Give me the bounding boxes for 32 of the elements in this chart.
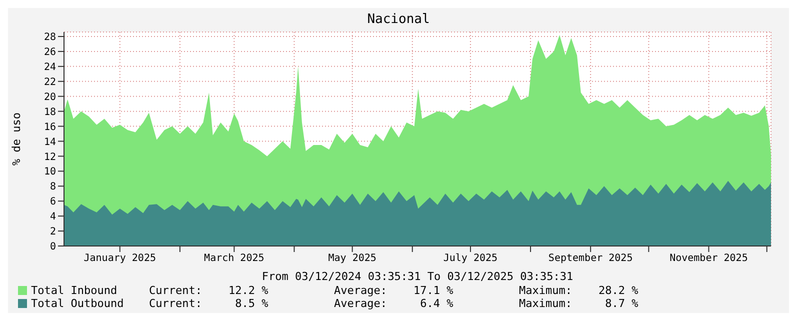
y-tick-label: 6 bbox=[50, 196, 56, 208]
y-tick-label: 20 bbox=[44, 92, 56, 103]
y-tick-label: 10 bbox=[44, 166, 56, 178]
y-tick-label: 24 bbox=[44, 62, 56, 73]
text: Current: 8.5 % bbox=[149, 297, 270, 310]
y-tick-label: 14 bbox=[44, 136, 56, 148]
y-tick-label: 0 bbox=[50, 242, 56, 253]
x-tick-label: September 2025 bbox=[548, 253, 633, 264]
text: Maximum: 8.7 % bbox=[519, 297, 640, 310]
x-tick-label: May 2025 bbox=[328, 253, 376, 264]
y-tick-label: 18 bbox=[44, 106, 56, 118]
legend-label: Total Outbound bbox=[31, 297, 125, 310]
text: Maximum: 28.2 % bbox=[519, 284, 640, 297]
x-tick-label: January 2025 bbox=[84, 253, 156, 264]
x-tick-label: July 2025 bbox=[443, 253, 498, 264]
chart-title: Nacional bbox=[366, 11, 431, 28]
y-tick-label: 4 bbox=[50, 212, 56, 223]
y-axis-title: % de uso bbox=[10, 112, 23, 166]
text: Average: 6.4 % bbox=[334, 297, 454, 310]
legend-label: Total Inbound bbox=[31, 284, 118, 297]
y-tick-label: 28 bbox=[44, 32, 56, 44]
y-tick-label: 16 bbox=[44, 122, 56, 133]
text: Average: 17.1 % bbox=[334, 284, 454, 297]
y-tick-label: 26 bbox=[44, 47, 56, 58]
x-tick-label: March 2025 bbox=[204, 253, 264, 264]
x-axis-title: From 03/12/2024 03:35:31 To 03/12/2025 03:35:31 bbox=[262, 270, 574, 283]
x-tick-label: November 2025 bbox=[670, 253, 748, 264]
text: Current: 12.2 % bbox=[149, 284, 270, 297]
y-tick-label: 12 bbox=[44, 152, 56, 163]
y-tick-label: 8 bbox=[50, 182, 56, 193]
y-tick-label: 22 bbox=[44, 76, 56, 88]
y-tick-label: 2 bbox=[50, 226, 56, 238]
